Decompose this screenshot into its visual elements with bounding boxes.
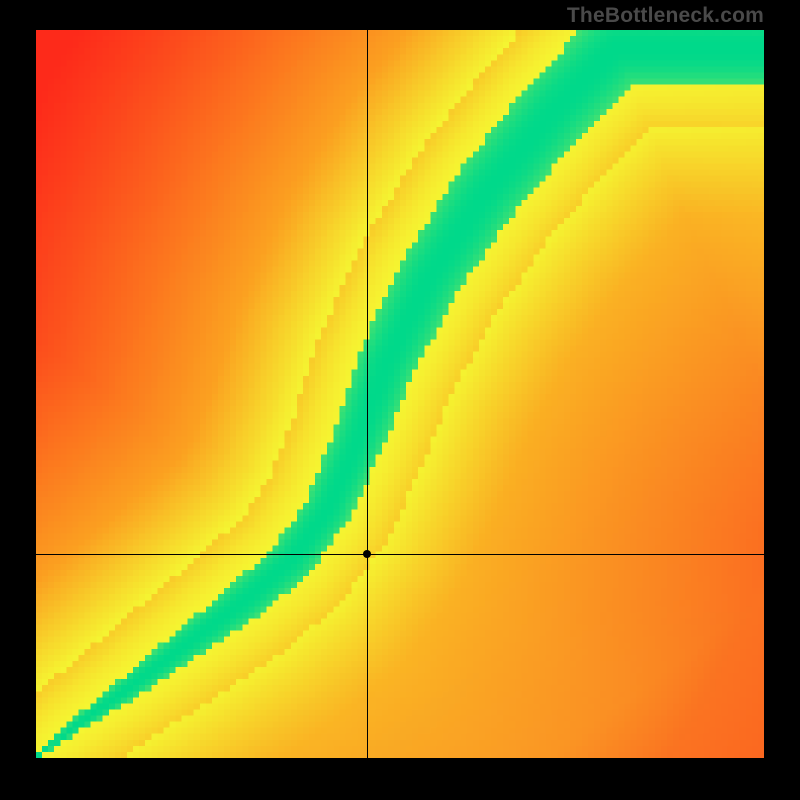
chart-container: TheBottleneck.com [0,0,800,800]
heatmap-canvas [36,30,764,758]
crosshair-horizontal [36,554,764,555]
watermark-text: TheBottleneck.com [567,4,764,28]
heatmap-plot [36,30,764,758]
crosshair-dot [363,550,371,558]
crosshair-vertical [367,30,368,758]
